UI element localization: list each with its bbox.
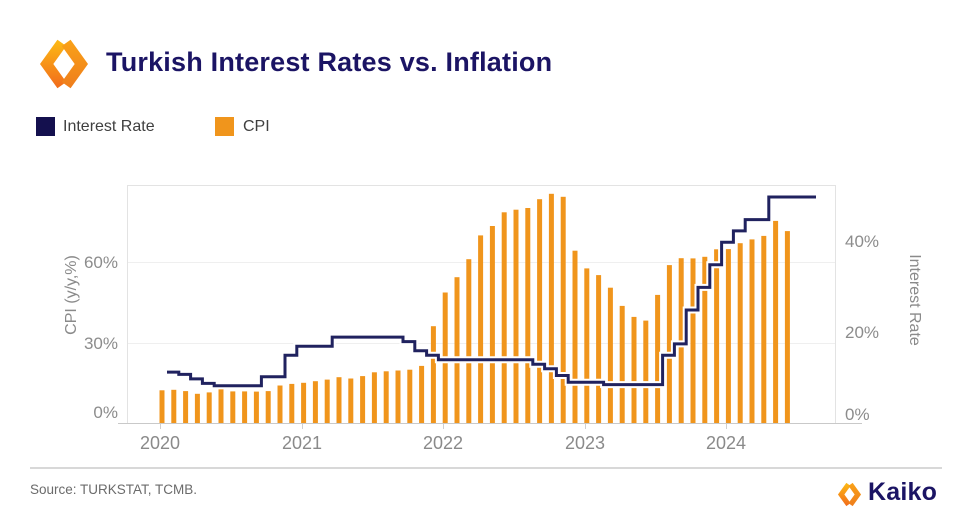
cpi-bar (761, 235, 767, 423)
x-label-2021: 2021 (281, 433, 323, 453)
x-tick-2022 (443, 424, 444, 429)
x-tick-2024 (726, 424, 727, 429)
legend-swatch-interest-rate (36, 117, 55, 136)
cpi-bar (206, 392, 212, 423)
cpi-bar (655, 294, 661, 423)
cpi-bar (253, 391, 259, 423)
footer-divider (30, 467, 942, 469)
cpi-bar (289, 383, 295, 423)
cpi-bar (277, 385, 283, 423)
plot-border-top (127, 185, 836, 186)
cpi-bar (324, 379, 330, 423)
kaiko-logo-icon (38, 38, 90, 90)
x-tick-2023 (585, 424, 586, 429)
cpi-bar (312, 381, 318, 423)
cpi-bar (749, 239, 755, 423)
cpi-bar (419, 365, 425, 423)
x-label-2023: 2023 (564, 433, 606, 453)
cpi-bar (773, 220, 779, 423)
legend-label-cpi: CPI (243, 118, 270, 135)
cpi-bar (395, 370, 401, 423)
cpi-bar (560, 196, 566, 423)
right-tick-20: 20% (845, 323, 880, 342)
cpi-bar (430, 326, 436, 423)
cpi-bar (619, 305, 625, 423)
cpi-bar (725, 249, 731, 423)
left-axis-title: CPI (y/y,%) (63, 255, 80, 335)
x-axis-line (118, 423, 862, 424)
x-tick-2020 (160, 424, 161, 429)
right-tick-0: 0% (845, 405, 870, 424)
cpi-bar (371, 372, 377, 423)
cpi-bar (336, 377, 342, 423)
cpi-bar (596, 275, 602, 423)
cpi-bar (478, 235, 484, 423)
cpi-bar (607, 287, 613, 423)
x-label-2020: 2020 (139, 433, 181, 453)
right-axis-title: Interest Rate (906, 254, 923, 346)
cpi-bar (501, 212, 507, 423)
x-tick-2021 (302, 424, 303, 429)
left-tick-60: 60% (83, 253, 118, 272)
cpi-bar (631, 316, 637, 423)
left-tick-0: 0% (93, 403, 118, 422)
left-tick-30: 30% (83, 334, 118, 353)
cpi-bar (572, 250, 578, 423)
plot-area (159, 193, 816, 423)
cpi-bar (489, 226, 495, 423)
cpi-bar (525, 208, 531, 423)
cpi-bar (242, 391, 248, 423)
cpi-bar (784, 231, 790, 423)
cpi-bar (194, 393, 200, 423)
cpi-bar (360, 376, 366, 423)
page-title: Turkish Interest Rates vs. Inflation (106, 47, 553, 77)
kaiko-footer-logo-icon (837, 482, 862, 507)
cpi-bar (690, 258, 696, 423)
cpi-bar (537, 199, 543, 423)
cpi-bar (348, 378, 354, 423)
legend-swatch-cpi (215, 117, 234, 136)
source-text: Source: TURKSTAT, TCMB. (30, 482, 198, 497)
interest-rate-line (167, 195, 816, 388)
cpi-bar (383, 371, 389, 423)
cpi-bar (643, 320, 649, 423)
cpi-bar (265, 391, 271, 423)
cpi-bar (714, 249, 720, 423)
right-tick-40: 40% (845, 232, 880, 251)
cpi-bar (183, 391, 189, 423)
cpi-bar (513, 209, 519, 423)
cpi-bar (702, 256, 708, 423)
legend-label-interest-rate: Interest Rate (63, 118, 155, 135)
x-label-2022: 2022 (422, 433, 464, 453)
cpi-bar (218, 389, 224, 423)
plot-border-right (835, 185, 836, 423)
cpi-bar (407, 369, 413, 423)
cpi-bar (159, 390, 165, 423)
cpi-bar (301, 382, 307, 423)
cpi-bar (466, 259, 472, 423)
x-label-2024: 2024 (705, 433, 747, 453)
cpi-bar (454, 277, 460, 423)
cpi-bar (230, 391, 236, 423)
kaiko-wordmark: Kaiko (868, 478, 938, 506)
cpi-bar (666, 265, 672, 423)
plot-border-left (127, 185, 128, 423)
cpi-bar (584, 268, 590, 423)
cpi-bar (548, 193, 554, 423)
cpi-bar (737, 243, 743, 423)
cpi-bar (171, 389, 177, 423)
